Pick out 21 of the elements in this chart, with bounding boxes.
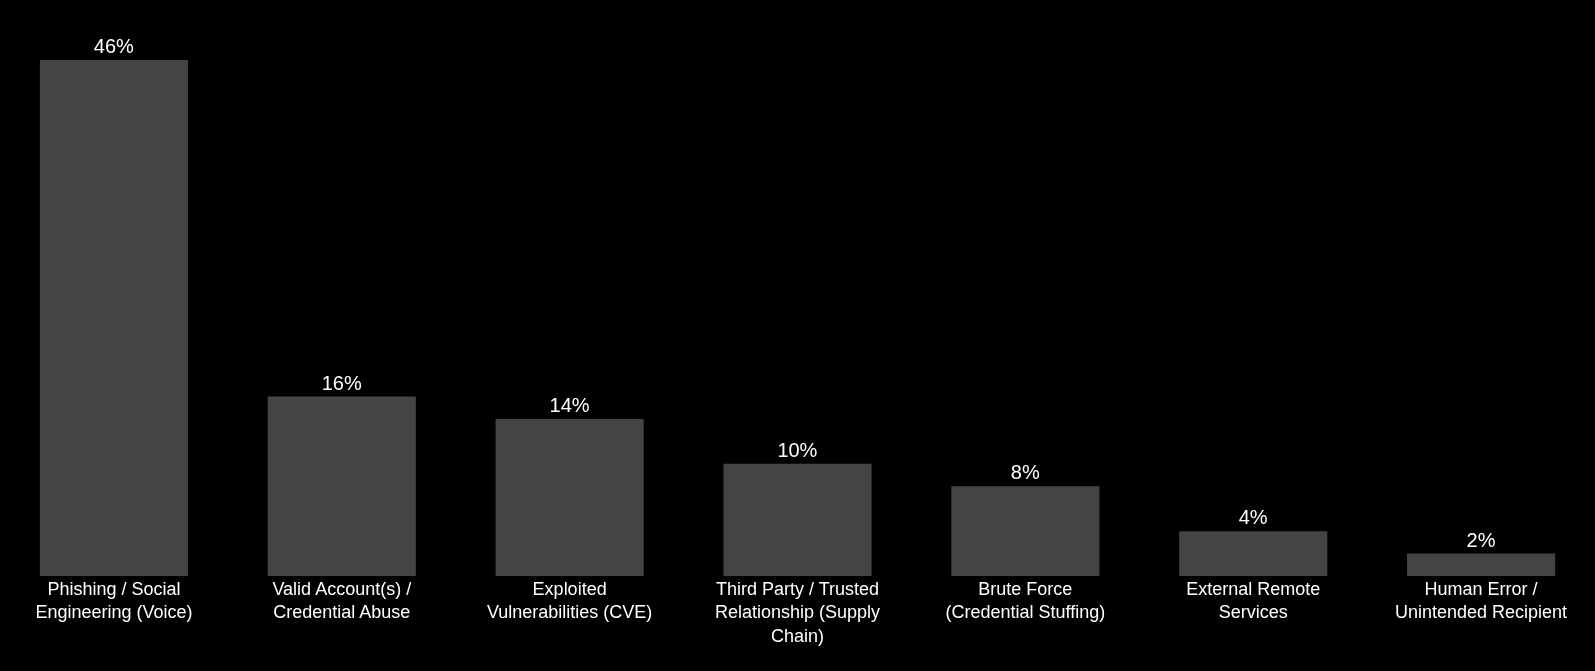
data-label: 4% xyxy=(1238,506,1268,529)
data-label: 14% xyxy=(549,393,590,416)
bar xyxy=(1407,553,1556,576)
x-tick-label: External Remote Services xyxy=(1186,579,1321,623)
bar xyxy=(267,396,416,576)
x-tick-label: Third Party / Trusted Relationship (Supply Chain) xyxy=(714,579,881,646)
bar xyxy=(1179,531,1328,576)
x-tick-label: Human Error / Unintended Recipient xyxy=(1395,579,1568,623)
data-label: 10% xyxy=(777,438,818,461)
x-tick-label: Brute Force (Credential Stuffing) xyxy=(945,579,1106,623)
data-label: 8% xyxy=(1010,461,1040,484)
x-tick-label: Valid Account(s) / Credential Abuse xyxy=(272,579,412,623)
bar xyxy=(723,463,872,576)
bar xyxy=(39,60,188,576)
data-label: 2% xyxy=(1466,528,1496,551)
data-label: 16% xyxy=(321,371,362,394)
x-tick-label: Exploited Vulnerabilities (CVE) xyxy=(486,579,653,623)
x-tick-label: Phishing / Social Engineering (Voice) xyxy=(35,579,193,623)
bar xyxy=(495,418,644,576)
bar xyxy=(951,486,1100,576)
data-label: 46% xyxy=(93,35,135,57)
